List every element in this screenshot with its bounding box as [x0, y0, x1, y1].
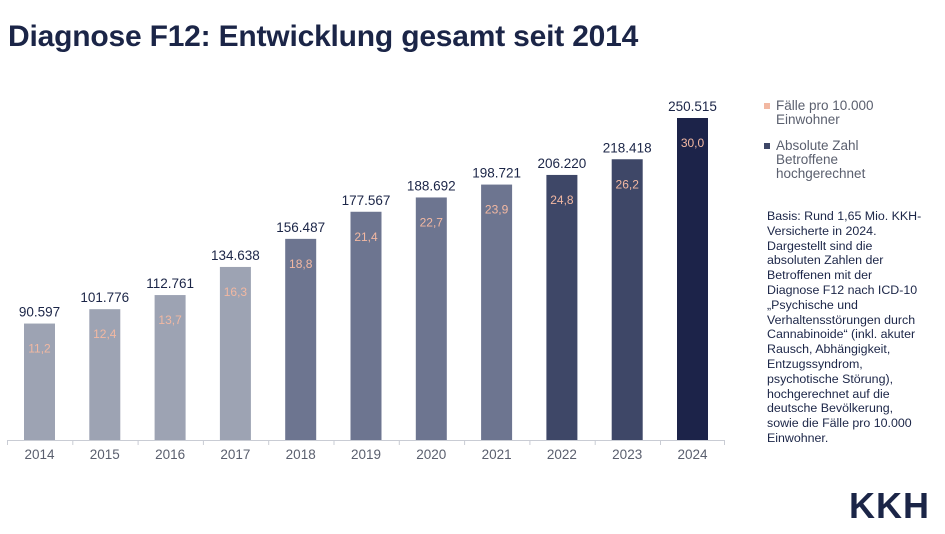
value-label-2017: 134.638	[211, 248, 260, 263]
x-tick-label-2022: 2022	[547, 447, 577, 462]
legend-label-rate: Fälle pro 10.000 Einwohner	[776, 98, 874, 127]
value-label-2022: 206.220	[537, 156, 586, 171]
bar-2021	[481, 184, 513, 440]
legend-label-absolute: Absolute Zahl Betroffene hochgerechnet	[776, 138, 866, 181]
bar-chart: 90.597 11,2 2014 101.776 12,4 2015 112.761 13,7…	[7, 99, 725, 462]
bar-2014	[24, 323, 55, 440]
bar-2019	[350, 211, 382, 440]
bar-2020	[415, 197, 447, 440]
value-label-2015: 101.776	[80, 290, 129, 305]
rate-label-2014: 11,2	[28, 342, 51, 356]
bar-2024	[677, 118, 708, 440]
x-tick-label-2014: 2014	[24, 447, 55, 462]
kkh-logo: KKH	[849, 485, 930, 526]
rate-label-2024: 30,0	[681, 136, 705, 150]
rate-label-2018: 18,8	[289, 257, 313, 271]
rate-label-2022: 24,8	[550, 193, 574, 207]
x-tick-label-2017: 2017	[220, 447, 250, 462]
x-tick-label-2021: 2021	[482, 447, 512, 462]
rate-label-2017: 16,3	[224, 285, 248, 299]
legend-swatch-absolute	[764, 143, 770, 149]
value-label-2019: 177.567	[342, 193, 391, 208]
x-tick-label-2016: 2016	[155, 447, 185, 462]
x-tick-label-2018: 2018	[286, 447, 316, 462]
value-label-2024: 250.515	[668, 99, 717, 114]
value-label-2014: 90.597	[19, 305, 60, 320]
rate-label-2021: 23,9	[485, 203, 509, 217]
bar-2018	[285, 238, 317, 440]
legend-item-absolute: Absolute Zahl Betroffene hochgerechnet	[764, 139, 924, 181]
rate-label-2016: 13,7	[158, 313, 182, 327]
x-tick-label-2024: 2024	[677, 447, 708, 462]
bar-2017	[219, 266, 251, 440]
bar-2015	[89, 309, 121, 440]
methodology-note: Basis: Rund 1,65 Mio. KKH-Versicherte in…	[767, 209, 922, 445]
rate-label-2023: 26,2	[616, 177, 640, 191]
bar-2022	[546, 174, 578, 440]
rate-label-2020: 22,7	[420, 215, 444, 229]
value-label-2016: 112.761	[146, 276, 194, 291]
value-label-2023: 218.418	[603, 140, 652, 155]
x-tick-label-2015: 2015	[90, 447, 120, 462]
value-label-2021: 198.721	[472, 166, 521, 181]
rate-label-2015: 12,4	[93, 327, 117, 341]
value-label-2020: 188.692	[407, 178, 456, 193]
x-tick-label-2020: 2020	[416, 447, 446, 462]
legend-item-rate: Fälle pro 10.000 Einwohner	[764, 99, 924, 127]
bar-2016	[154, 295, 186, 440]
chart-title: Diagnose F12: Entwicklung gesamt seit 20…	[8, 20, 639, 53]
x-tick-label-2019: 2019	[351, 447, 381, 462]
x-tick-label-2023: 2023	[612, 447, 642, 462]
rate-label-2019: 21,4	[354, 230, 378, 244]
value-label-2018: 156.487	[276, 220, 325, 235]
legend-swatch-rate	[764, 103, 770, 109]
bar-2023	[611, 159, 643, 440]
